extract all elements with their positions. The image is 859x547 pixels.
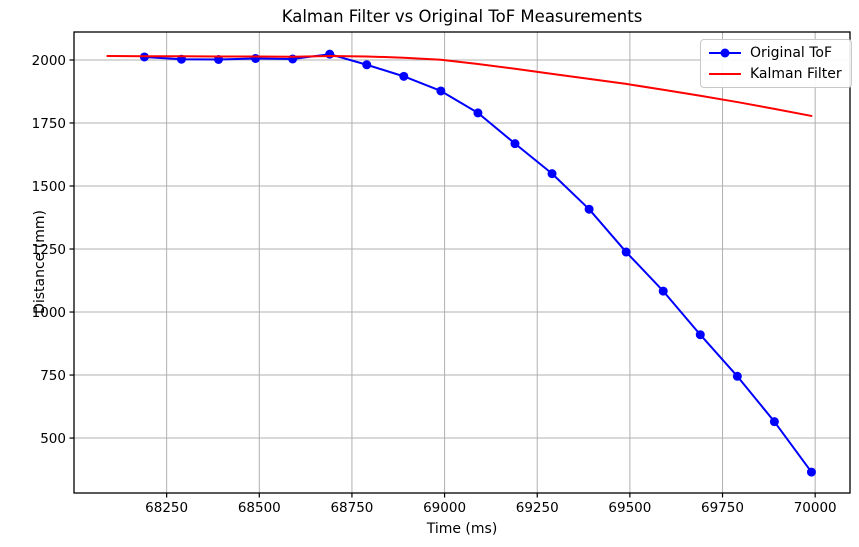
original-tof-marker bbox=[658, 286, 668, 296]
original-tof-marker bbox=[621, 247, 631, 257]
x-tick-label: 70000 bbox=[794, 500, 837, 516]
original-tof-marker bbox=[251, 53, 261, 63]
x-tick-label: 69750 bbox=[701, 500, 744, 516]
y-tick-label: 500 bbox=[40, 431, 66, 447]
x-tick-label: 68500 bbox=[238, 500, 281, 516]
y-axis-label: Distance (mm) bbox=[32, 210, 48, 314]
original-tof-marker bbox=[510, 139, 520, 149]
y-tick-label: 750 bbox=[40, 368, 66, 384]
x-tick-label: 68250 bbox=[145, 500, 188, 516]
x-tick-label: 69250 bbox=[516, 500, 559, 516]
y-tick-label: 1250 bbox=[32, 242, 66, 258]
x-tick-label: 69500 bbox=[608, 500, 651, 516]
original-tof-marker bbox=[325, 49, 335, 59]
original-tof-marker bbox=[584, 204, 594, 214]
chart-title: Kalman Filter vs Original ToF Measuremen… bbox=[281, 7, 643, 26]
original-tof-marker bbox=[732, 371, 742, 381]
y-tick-label: 2000 bbox=[32, 53, 66, 69]
x-tick-label: 68750 bbox=[330, 500, 373, 516]
x-axis-label: Time (ms) bbox=[426, 521, 498, 537]
original-tof-marker bbox=[695, 330, 705, 340]
x-tick-label: 69000 bbox=[423, 500, 466, 516]
y-tick-label: 1000 bbox=[32, 305, 66, 321]
original-tof-marker bbox=[436, 86, 446, 96]
original-tof-marker bbox=[473, 108, 483, 118]
original-tof-marker bbox=[769, 417, 779, 427]
original-tof-marker bbox=[547, 169, 557, 179]
axes-border bbox=[73, 31, 851, 494]
legend-item-original-tof: Original ToF bbox=[708, 44, 842, 62]
legend-label-kalman-filter: Kalman Filter bbox=[750, 66, 842, 82]
legend-line-icon bbox=[709, 73, 741, 75]
original-tof-marker bbox=[806, 467, 816, 477]
y-tick-label: 1750 bbox=[32, 116, 66, 132]
legend-label-original-tof: Original ToF bbox=[750, 45, 833, 61]
legend-line-marker-icon bbox=[709, 48, 741, 58]
original-tof-marker bbox=[399, 71, 409, 81]
legend-item-kalman-filter: Kalman Filter bbox=[708, 65, 842, 83]
y-tick-label: 1500 bbox=[32, 179, 66, 195]
original-tof-marker bbox=[362, 60, 372, 70]
kalman-filter-line bbox=[106, 54, 813, 117]
legend: Original ToF Kalman Filter bbox=[700, 39, 852, 88]
